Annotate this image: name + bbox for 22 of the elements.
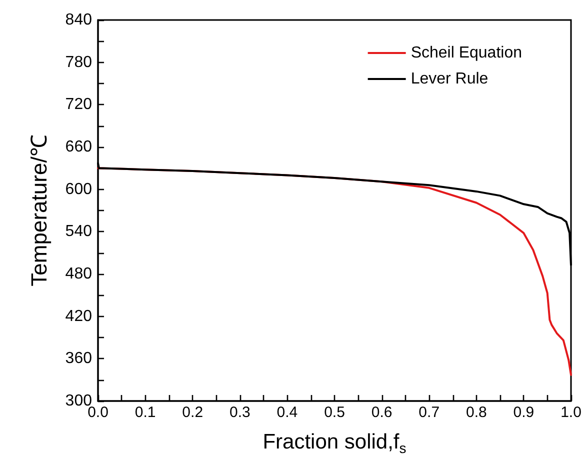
x-tick-label: 0.5 [324,404,345,421]
x-tick-label: 0.3 [229,404,250,421]
x-tick-label: 0.6 [371,404,392,421]
y-tick-label: 480 [65,266,92,282]
x-tick-label: 0.9 [513,404,534,421]
y-tick-label: 360 [65,350,92,368]
x-tick-label: 0.4 [276,404,298,421]
y-tick-label: 720 [65,96,92,114]
y-tick-label: 780 [65,54,92,71]
x-tick-label: 0.8 [466,404,487,421]
x-tick-label: 0.7 [418,404,440,421]
x-tick-label: 0.2 [182,404,204,421]
y-tick-label: 600 [65,180,92,198]
y-tick-label: 840 [65,12,92,28]
y-tick-label: 660 [65,138,92,156]
legend-label: Lever Rule [410,70,488,88]
x-tick-label: 1.0 [560,404,582,421]
x-tick-label: 0.1 [134,404,156,421]
y-axis-title: Temperature/℃ [26,134,52,286]
y-tick-label: 540 [65,223,92,240]
y-tick-label: 420 [65,308,92,325]
legend-label: Scheil Equation [410,44,522,62]
